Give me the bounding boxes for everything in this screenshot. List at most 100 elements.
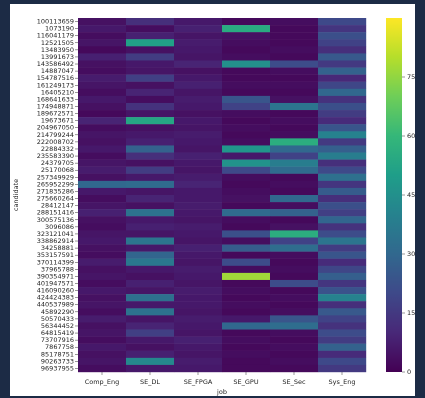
heat-cell [126,364,175,373]
heat-cell [318,18,367,26]
heat-cell [78,230,127,238]
x-axis-label: job [216,388,227,396]
heat-cell [222,152,271,160]
heat-cell [126,357,175,366]
heat-cell [318,53,367,61]
heat-cell [174,81,223,89]
heat-cell [126,265,175,274]
heat-cell [78,32,127,40]
heat-cell [270,81,319,89]
heat-cell [270,216,319,224]
heat-cell [318,357,367,366]
heat-cell [174,272,223,281]
heat-cell [318,110,367,118]
heat-cell [126,329,175,337]
heat-cell [318,117,367,125]
heat-cell [174,60,223,68]
heat-cell [126,18,175,26]
heat-cell [222,322,271,330]
heat-cell [222,216,271,224]
y-tick-label: 90263733 [41,357,74,365]
heat-cell [126,124,175,132]
y-tick-label: 338862914 [37,237,74,245]
heat-cell [318,287,367,295]
heat-cell [174,251,223,259]
heat-cell [126,46,175,54]
heat-cell [222,287,271,295]
heat-cell [174,315,223,323]
heat-cell [270,209,319,217]
heat-cell [222,294,271,302]
heat-cell [270,301,319,309]
heat-cell [78,152,127,160]
y-tick-label: 416090260 [37,287,74,295]
y-tick-label: 19673671 [41,117,74,125]
heat-cell [318,258,367,266]
heat-cell [174,216,223,224]
heat-cell [318,244,367,252]
heat-cell [222,265,271,274]
heat-cell [318,195,367,203]
heat-cell [174,343,223,351]
heat-cell [78,364,127,373]
heat-cell [270,265,319,274]
heat-cell [222,81,271,89]
heat-cell [78,251,127,259]
heat-cell [222,272,271,281]
heat-cell [126,287,175,295]
heat-cell [270,138,319,146]
y-tick-label: 288151416 [37,209,74,217]
heat-cell [126,195,175,203]
heat-cell [78,301,127,309]
y-tick-label: 85178751 [41,350,74,358]
heat-cell [126,223,175,231]
heat-cell [270,95,319,104]
heat-cell [222,357,271,366]
heat-cell [270,202,319,210]
heat-cell [126,145,175,153]
heat-cell [126,131,175,139]
heat-cell [78,195,127,203]
y-tick-label: 28412147 [41,202,74,210]
heat-cell [174,18,223,26]
heat-cell [126,88,175,97]
y-tick-label: 96937955 [41,364,74,372]
heat-cell [222,53,271,61]
heat-cell [78,343,127,351]
heat-cell [318,32,367,40]
y-tick-label: 13991673 [41,53,74,61]
heat-cell [318,272,367,281]
heat-cell [222,251,271,259]
heat-cell [78,166,127,174]
colorbar-tick-label: 30 [407,250,415,258]
heat-cell [126,53,175,61]
heat-cell [318,159,367,167]
heat-cell [126,244,175,252]
heat-cell [270,308,319,316]
y-tick-label: 12521505 [41,39,74,47]
x-tick-label: SE_DL [140,378,160,386]
heat-cell [78,124,127,132]
heat-cell [174,195,223,203]
heat-cell [270,67,319,75]
heat-cell [174,180,223,189]
heat-cell [222,102,271,111]
heat-cell [174,223,223,231]
heat-cell [318,88,367,97]
y-tick-label: 235583390 [37,152,74,160]
heat-cell [174,237,223,245]
heat-cell [270,357,319,366]
heat-cell [222,187,271,196]
heat-cell [126,343,175,351]
heat-cell [270,53,319,61]
y-tick-label: 275660264 [37,195,74,203]
heat-cell [174,110,223,118]
heat-cell [78,18,127,26]
x-tick-label: Comp_Eng [85,378,120,386]
heat-cell [270,152,319,160]
heat-cell [222,230,271,238]
heat-cell [270,25,319,33]
y-tick-label: 401947571 [37,280,74,288]
